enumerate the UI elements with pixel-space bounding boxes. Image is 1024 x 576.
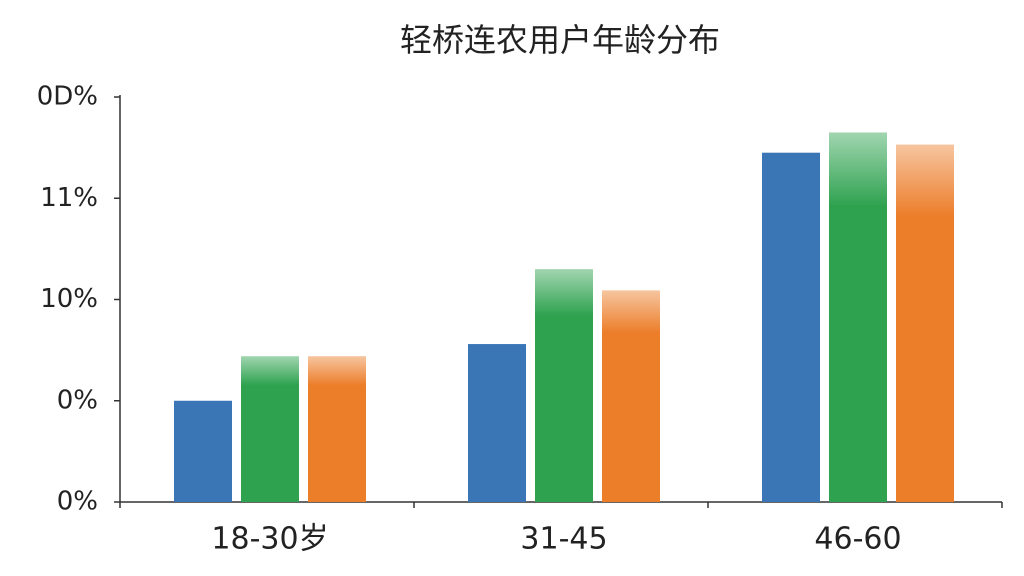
bar: [174, 400, 232, 502]
bar: [762, 152, 820, 502]
bar: [535, 269, 593, 502]
bar: [896, 144, 954, 502]
chart-title: 轻桥连农用户年龄分布: [400, 21, 720, 59]
x-tick-label: 46-60: [814, 522, 901, 557]
y-tick-label: 10%: [40, 284, 98, 314]
y-tick-label: 11%: [40, 183, 98, 213]
bar: [468, 344, 526, 502]
bar: [308, 356, 366, 502]
bar: [829, 132, 887, 502]
y-tick-label: 0%: [57, 487, 98, 517]
y-tick-label: 0D%: [37, 82, 98, 112]
y-tick-label: 0%: [57, 385, 98, 415]
bar: [241, 356, 299, 502]
x-tick-label: 31-45: [520, 522, 607, 557]
x-tick-label: 18-30岁: [211, 522, 328, 557]
bar: [602, 290, 660, 502]
